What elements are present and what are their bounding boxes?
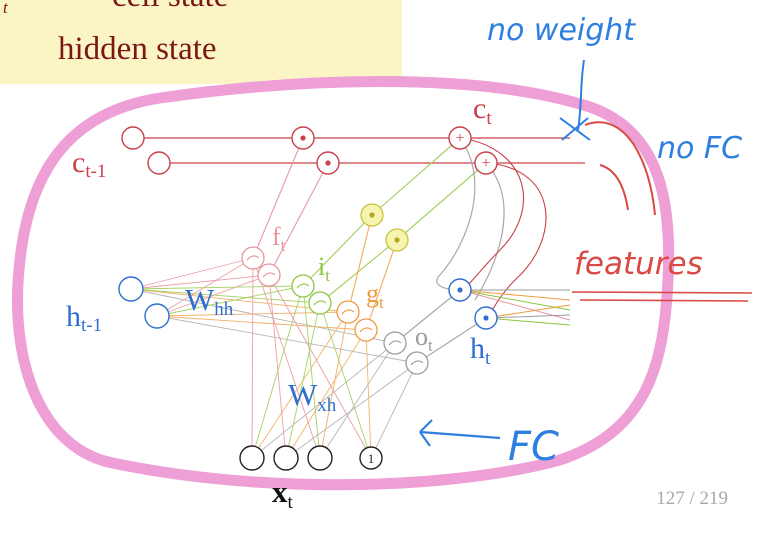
legend-symbol: t — [3, 0, 8, 17]
weight-hh-label: Whh — [185, 282, 234, 320]
input-nodes — [239, 445, 383, 471]
features-underline-2 — [579, 299, 749, 302]
cell-add-node-2: + — [474, 151, 498, 175]
hidden-prev-node-1 — [118, 276, 144, 302]
gate-nodes — [241, 246, 429, 375]
input-gate-node-1 — [291, 274, 315, 298]
input-gate-label: it — [318, 252, 330, 285]
candidate-gate-label: gt — [366, 279, 384, 312]
bias-label: 1 — [368, 451, 375, 466]
forget-gate-label: ft — [272, 222, 286, 255]
cell-next-label: ct — [473, 92, 492, 129]
input-node-3 — [307, 445, 333, 471]
candidate-gate-node-2 — [354, 318, 378, 342]
annotation-no-fc: no FC — [657, 131, 742, 166]
no-weight-arrow — [577, 59, 585, 131]
annotation-fc: FC — [508, 424, 559, 470]
weight-xh-label: Wxh — [288, 377, 337, 416]
cell-prev-label: ct-1 — [72, 146, 106, 182]
candidate-gate-lines — [347, 214, 398, 331]
candidate-gate-node-1 — [336, 300, 360, 324]
annotation-no-weight: no weight — [487, 13, 636, 48]
hidden-weight-lines — [130, 257, 418, 364]
hidden-prev-label: ht-1 — [66, 300, 102, 336]
features-arrow-2 — [599, 164, 629, 211]
input-node-2 — [273, 445, 299, 471]
forget-gate-node-2 — [257, 263, 281, 287]
input-label: xt — [272, 474, 294, 513]
input-gate-node-2 — [308, 291, 332, 315]
annotation-features: features — [574, 246, 703, 282]
legend-cell-state: cell state — [112, 0, 228, 15]
features-fan-lines — [459, 289, 571, 326]
svg-text:+: + — [455, 130, 464, 147]
input-product-node-1 — [360, 203, 384, 227]
page-number: 127 / 219 — [656, 488, 728, 509]
output-gate-lines — [394, 137, 505, 364]
input-product-node-2 — [385, 228, 409, 252]
features-underline-1 — [571, 291, 753, 294]
output-gate-node-1 — [383, 331, 407, 355]
forget-gate-node-1 — [241, 246, 265, 270]
input-weight-lines — [251, 257, 418, 459]
no-weight-cross — [559, 117, 591, 141]
network-loop — [12, 76, 675, 491]
fc-arrow — [419, 419, 501, 447]
legend-box: t cell state hidden state — [0, 0, 402, 84]
bias-node — [359, 446, 383, 470]
output-gate-node-2 — [405, 351, 429, 375]
svg-text:+: + — [481, 155, 490, 172]
input-node-1 — [239, 445, 265, 471]
cell-to-hidden-lines — [461, 137, 547, 319]
hidden-next-node-2 — [474, 306, 498, 330]
forget-multiply-node-2 — [316, 151, 340, 175]
cell-prev-node-top — [121, 126, 145, 150]
hidden-next-label: ht — [470, 332, 491, 369]
forget-gate-lines — [252, 137, 329, 276]
activation-glyphs — [246, 255, 424, 366]
cell-prev-node-bottom — [147, 151, 171, 175]
forget-multiply-node-1 — [291, 126, 315, 150]
features-arrow-1 — [584, 121, 656, 216]
hidden-next-node-1 — [448, 278, 472, 302]
output-gate-label: ot — [415, 322, 433, 355]
cell-add-node-1: + — [448, 126, 472, 150]
legend-hidden-state: hidden state — [58, 31, 217, 67]
hidden-prev-node-2 — [144, 303, 170, 329]
